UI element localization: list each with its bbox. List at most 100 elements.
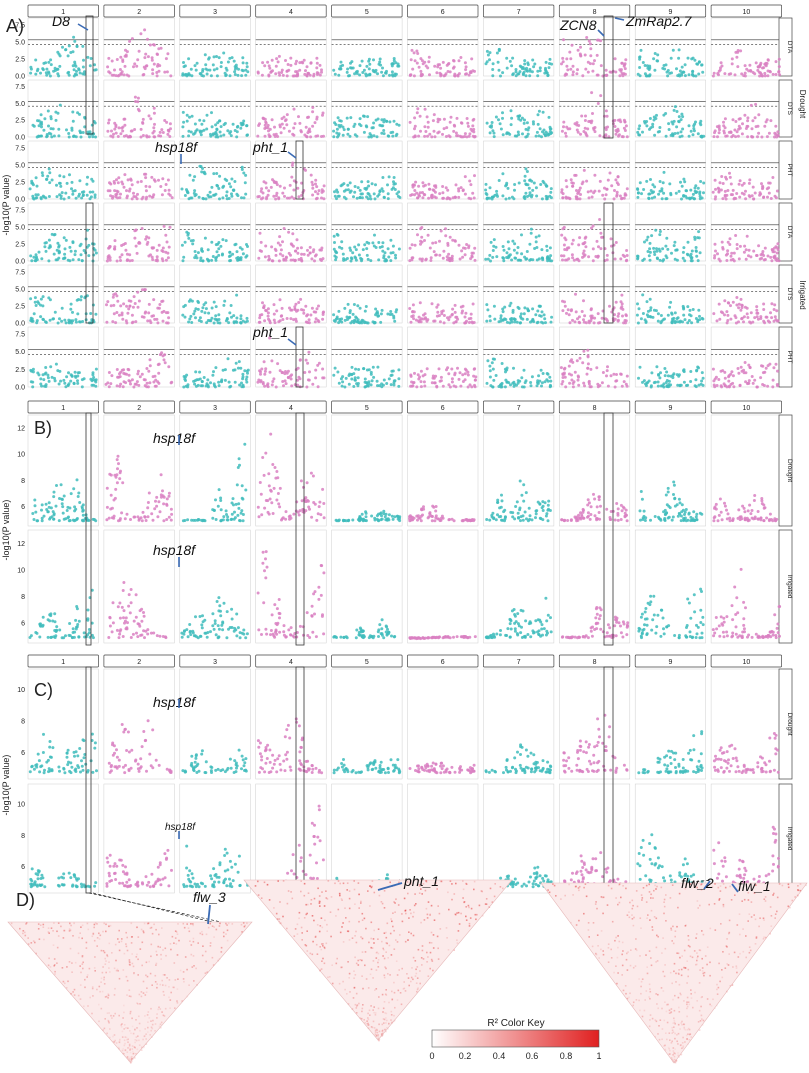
snp-point xyxy=(523,179,527,183)
snp-point xyxy=(49,117,53,121)
snp-point xyxy=(444,72,448,76)
snp-point xyxy=(67,132,71,135)
snp-point xyxy=(293,258,297,262)
snp-point xyxy=(62,197,66,201)
chromosome-cell xyxy=(483,668,555,780)
snp-point xyxy=(734,234,738,237)
snp-point xyxy=(332,129,336,133)
snp-point xyxy=(281,73,285,77)
snp-point xyxy=(586,348,590,352)
snp-point xyxy=(746,119,750,123)
snp-point xyxy=(230,192,233,196)
facet-strip xyxy=(778,17,793,77)
snp-point xyxy=(164,183,168,186)
snp-point xyxy=(524,191,528,195)
snp-point xyxy=(357,243,361,247)
snp-point xyxy=(246,371,249,375)
snp-point xyxy=(315,117,319,121)
snp-point xyxy=(693,186,697,190)
snp-point xyxy=(544,321,547,325)
snp-point xyxy=(312,310,316,314)
snp-point xyxy=(381,74,385,78)
snp-point xyxy=(605,73,609,77)
snp-point xyxy=(351,312,355,316)
snp-point xyxy=(380,308,384,312)
snp-point xyxy=(409,73,413,77)
snp-point xyxy=(524,167,528,171)
snp-point xyxy=(394,61,398,65)
snp-point xyxy=(123,64,127,68)
snp-point xyxy=(522,312,526,316)
snp-point xyxy=(576,374,580,378)
snp-point xyxy=(318,63,322,67)
snp-point xyxy=(362,130,366,134)
snp-point xyxy=(615,373,618,376)
snp-point xyxy=(423,107,427,111)
snp-point xyxy=(232,59,236,63)
snp-point xyxy=(649,306,653,310)
snp-point xyxy=(350,257,354,261)
snp-point xyxy=(525,250,529,253)
snp-point xyxy=(296,246,300,250)
snp-point xyxy=(40,508,43,512)
snp-point xyxy=(296,510,300,514)
snp-point xyxy=(136,372,140,376)
snp-point xyxy=(278,123,282,127)
snp-point xyxy=(267,189,271,193)
snp-point xyxy=(113,68,116,72)
snp-point xyxy=(501,133,505,137)
snp-point xyxy=(110,374,114,378)
snp-point xyxy=(465,243,469,246)
snp-point xyxy=(45,508,49,511)
snp-point xyxy=(463,372,467,376)
snp-point xyxy=(583,236,587,240)
snp-point xyxy=(488,51,492,55)
snp-point xyxy=(272,133,276,137)
snp-point xyxy=(126,178,130,182)
snp-point xyxy=(124,248,128,252)
y-tick-label: 0.0 xyxy=(15,74,25,81)
snp-point xyxy=(675,125,679,129)
snp-point xyxy=(540,310,544,314)
snp-point xyxy=(342,182,346,186)
snp-point xyxy=(685,252,689,256)
snp-point xyxy=(125,194,129,198)
snp-point xyxy=(371,365,375,369)
chromosome-cell xyxy=(559,529,631,644)
snp-point xyxy=(185,230,189,234)
snp-point xyxy=(304,168,307,172)
snp-point xyxy=(575,359,579,363)
snp-point xyxy=(680,65,684,69)
snp-point xyxy=(381,176,385,179)
snp-point xyxy=(74,507,78,511)
snp-point xyxy=(598,218,602,221)
snp-point xyxy=(230,56,234,60)
snp-point xyxy=(420,235,424,239)
snp-point xyxy=(373,233,376,237)
snp-point xyxy=(765,118,769,122)
snp-point xyxy=(119,132,123,136)
snp-point xyxy=(587,255,591,259)
snp-point xyxy=(697,308,701,312)
snp-point xyxy=(293,122,297,126)
snp-point xyxy=(666,74,670,78)
snp-point xyxy=(60,306,64,310)
snp-point xyxy=(613,313,616,317)
snp-point xyxy=(277,320,281,324)
snp-point xyxy=(215,128,219,132)
snp-point xyxy=(263,319,267,323)
y-tick-label: 2.5 xyxy=(15,179,25,186)
snp-point xyxy=(719,310,723,314)
snp-point xyxy=(624,124,628,128)
snp-point xyxy=(740,132,744,136)
snp-point xyxy=(450,517,454,521)
snp-point xyxy=(292,318,296,322)
snp-point xyxy=(521,518,525,522)
chromosome-cell xyxy=(483,326,555,388)
snp-point xyxy=(62,378,66,382)
snp-point xyxy=(642,188,646,191)
snp-point xyxy=(372,58,375,62)
chromosome-cell xyxy=(634,326,706,388)
snp-point xyxy=(681,256,685,260)
snp-point xyxy=(285,113,289,117)
